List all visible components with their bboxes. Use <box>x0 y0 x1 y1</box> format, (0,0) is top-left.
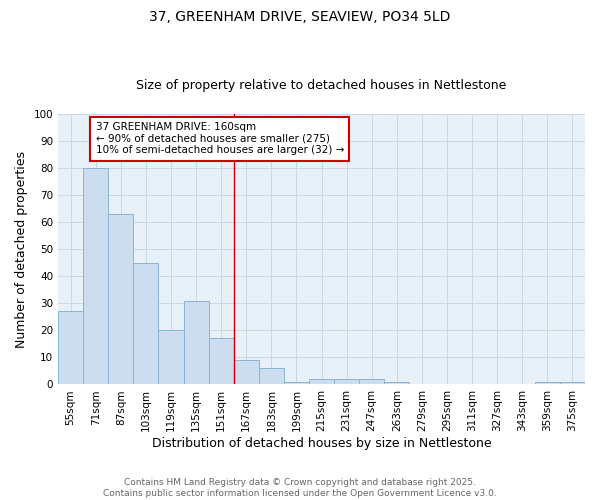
Y-axis label: Number of detached properties: Number of detached properties <box>15 150 28 348</box>
Bar <box>384 382 409 384</box>
Bar <box>209 338 233 384</box>
Bar <box>233 360 259 384</box>
Bar <box>560 382 585 384</box>
Bar <box>108 214 133 384</box>
Bar <box>284 382 309 384</box>
Bar <box>359 379 384 384</box>
Text: Contains HM Land Registry data © Crown copyright and database right 2025.
Contai: Contains HM Land Registry data © Crown c… <box>103 478 497 498</box>
Bar <box>309 379 334 384</box>
Title: Size of property relative to detached houses in Nettlestone: Size of property relative to detached ho… <box>136 79 507 92</box>
Bar <box>58 312 83 384</box>
Bar <box>158 330 184 384</box>
Bar <box>83 168 108 384</box>
Text: 37, GREENHAM DRIVE, SEAVIEW, PO34 5LD: 37, GREENHAM DRIVE, SEAVIEW, PO34 5LD <box>149 10 451 24</box>
Bar <box>535 382 560 384</box>
X-axis label: Distribution of detached houses by size in Nettlestone: Distribution of detached houses by size … <box>152 437 491 450</box>
Bar <box>259 368 284 384</box>
Bar <box>334 379 359 384</box>
Bar <box>184 300 209 384</box>
Text: 37 GREENHAM DRIVE: 160sqm
← 90% of detached houses are smaller (275)
10% of semi: 37 GREENHAM DRIVE: 160sqm ← 90% of detac… <box>95 122 344 156</box>
Bar <box>133 263 158 384</box>
